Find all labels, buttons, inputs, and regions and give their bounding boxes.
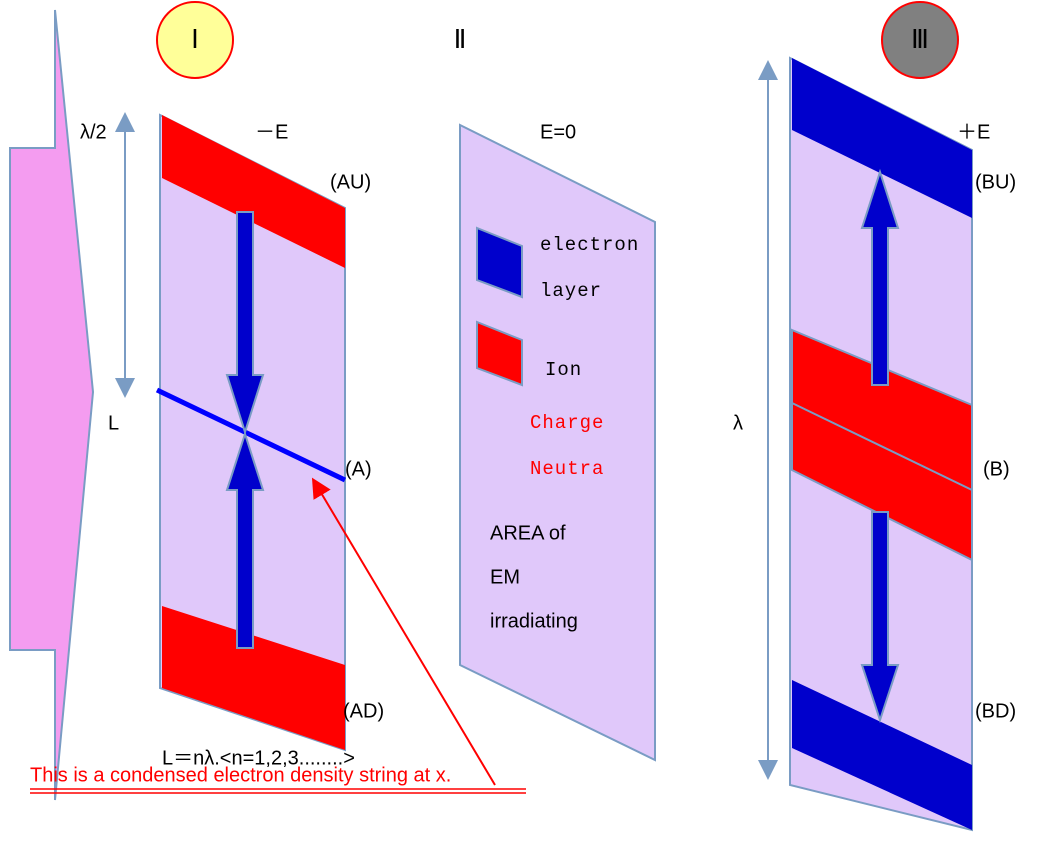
label: (BU) <box>975 171 1016 193</box>
labels: Ⅰ Ⅱ Ⅲ λ/2 －E (AU) L (A) (AD) L＝nλ.<n=1,2… <box>30 25 1016 786</box>
arrow <box>225 211 265 436</box>
arrow <box>860 168 900 386</box>
label: Neutra <box>530 458 604 480</box>
legend-label: electron <box>540 234 639 256</box>
badge <box>156 1 234 79</box>
panel <box>459 123 656 762</box>
label: EM <box>490 566 520 588</box>
annotation: This is a condensed electron density str… <box>30 764 451 786</box>
label: (AU) <box>330 171 371 193</box>
arrow <box>860 511 900 724</box>
legend-label: layer <box>540 280 602 302</box>
panel-label: Ⅰ <box>191 25 199 54</box>
label: λ/2 <box>80 121 107 143</box>
ion-band <box>162 115 345 268</box>
shapes <box>9 1 973 832</box>
label: ＋E <box>957 121 990 143</box>
legend-label: Ion <box>545 359 582 381</box>
label: (A) <box>345 458 372 480</box>
legend-swatch <box>476 320 523 387</box>
badge <box>881 1 959 79</box>
label: E=0 <box>540 121 576 143</box>
wave-arrow <box>9 9 95 801</box>
ion-band <box>791 328 973 562</box>
label: AREA of <box>490 522 566 544</box>
panel-label: Ⅲ <box>911 25 929 54</box>
label: L <box>108 412 119 434</box>
label: (AD) <box>343 700 384 722</box>
label: Charge <box>530 412 604 434</box>
label: λ <box>733 412 743 434</box>
electron-band <box>792 58 972 218</box>
legend-swatch <box>476 226 523 299</box>
electron-string <box>155 387 347 483</box>
label: (BD) <box>975 700 1016 722</box>
arrow <box>225 430 265 649</box>
formula: L＝nλ.<n=1,2,3........> <box>162 747 355 769</box>
label: irradiating <box>490 610 578 632</box>
label: (B) <box>983 458 1010 480</box>
panel-label: Ⅱ <box>454 25 467 54</box>
label: －E <box>255 121 288 143</box>
pointer <box>311 477 496 786</box>
ion-band <box>162 606 345 750</box>
electron-band <box>792 680 972 830</box>
divider <box>791 402 973 491</box>
